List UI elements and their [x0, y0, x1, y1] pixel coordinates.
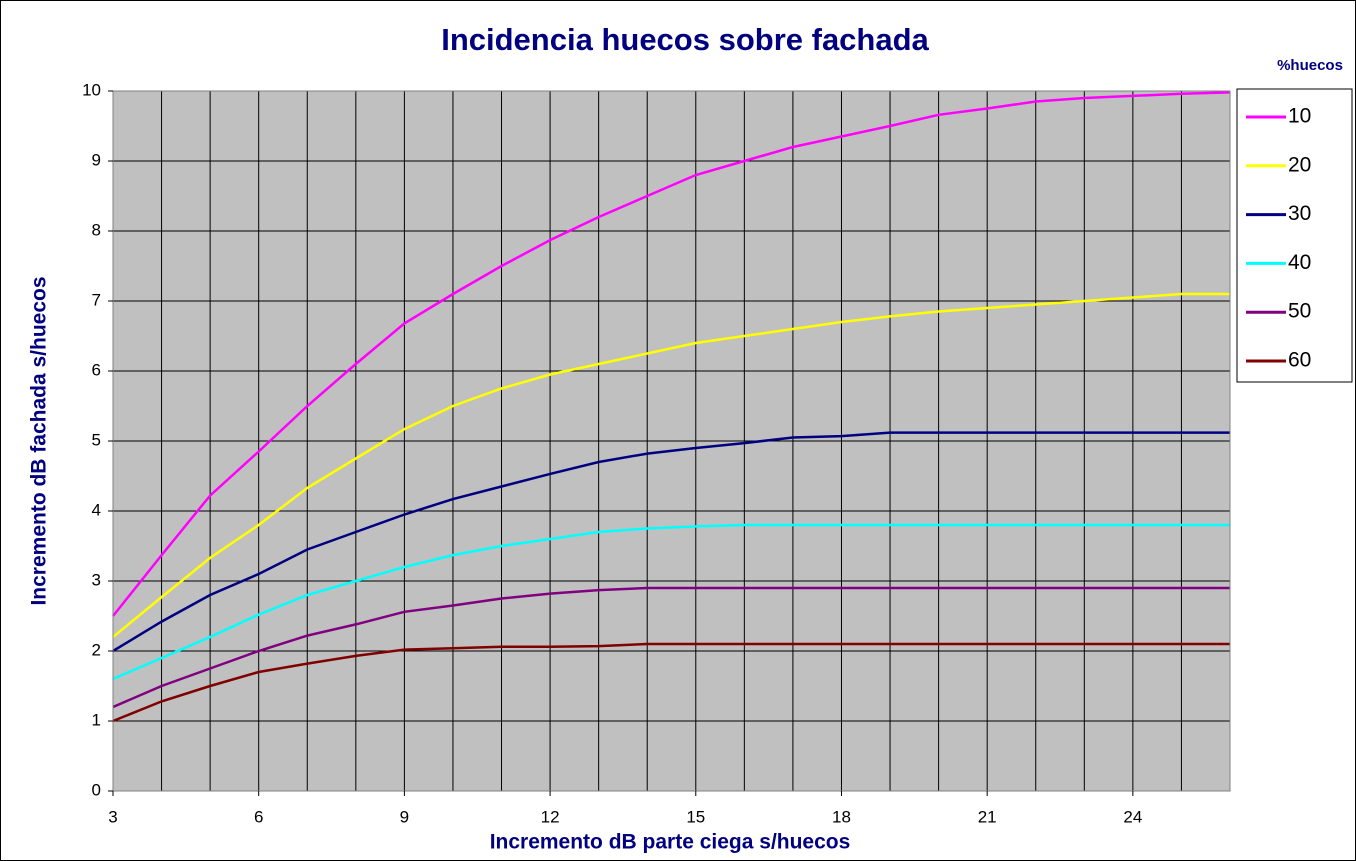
- data-line: [112, 91, 1231, 617]
- y-tick-label: 0: [92, 780, 101, 799]
- y-tick-label: 9: [92, 150, 101, 169]
- x-tick-label: 15: [686, 807, 705, 826]
- legend-title: %huecos: [1277, 57, 1343, 74]
- y-tick-label: 5: [92, 430, 101, 449]
- x-tick-label: 18: [832, 807, 851, 826]
- x-tick-label: 3: [108, 807, 117, 826]
- y-tick-label: 10: [82, 80, 101, 99]
- y-tick-label: 3: [92, 570, 101, 589]
- legend-label: 20: [1288, 153, 1311, 176]
- x-tick-label: 21: [978, 807, 997, 826]
- legend-label: 50: [1288, 300, 1311, 323]
- legend-label: 30: [1288, 202, 1311, 225]
- data-line: [112, 642, 1230, 723]
- data-line: [112, 431, 1230, 653]
- legend-label: 10: [1288, 105, 1311, 128]
- y-tick-label: 6: [92, 360, 101, 379]
- x-axis-label: Incremento dB parte ciega s/huecos: [490, 831, 851, 854]
- data-line: [112, 586, 1230, 709]
- x-tick-label: 12: [541, 807, 560, 826]
- data-line: [112, 523, 1230, 681]
- x-tick-label: 24: [1123, 807, 1142, 826]
- y-tick-label: 1: [92, 710, 101, 729]
- x-tick-label: 9: [400, 807, 409, 826]
- y-axis-label: Incremento dB fachada s/huecos: [28, 276, 51, 605]
- legend-label: 60: [1288, 349, 1311, 372]
- chart-title: Incidencia huecos sobre fachada: [441, 22, 929, 57]
- legend-label: 40: [1288, 251, 1311, 274]
- data-line: [112, 292, 1230, 638]
- legend: [1236, 88, 1353, 383]
- y-tick-label: 8: [92, 220, 101, 239]
- y-tick-label: 2: [92, 640, 101, 659]
- x-tick-label: 6: [254, 807, 263, 826]
- y-tick-label: 7: [92, 290, 101, 309]
- y-tick-label: 4: [92, 500, 101, 519]
